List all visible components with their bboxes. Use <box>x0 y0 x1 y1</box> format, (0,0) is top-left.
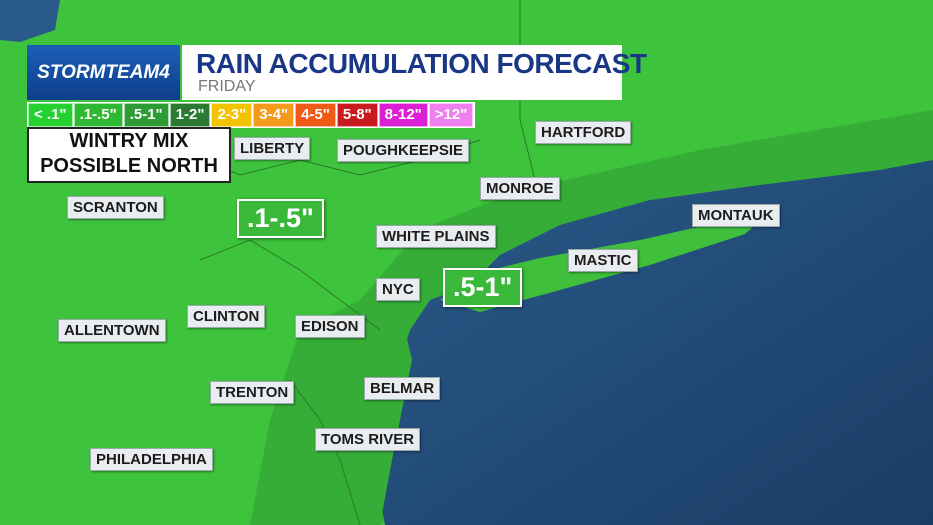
city-label: WHITE PLAINS <box>376 225 496 248</box>
boundaries <box>199 239 381 331</box>
city-label: TOMS RIVER <box>315 428 421 451</box>
legend-item: < .1" <box>28 103 73 127</box>
city-label: TRENTON <box>210 381 295 404</box>
city-label: MONROE <box>480 177 560 200</box>
legend-item: 2-3" <box>211 103 253 127</box>
legend-item: 8-12" <box>378 103 428 127</box>
legend-item: .5-1" <box>123 103 169 127</box>
note-line: WINTRY MIX <box>69 130 189 152</box>
note-line: POSSIBLE NORTH <box>40 155 218 177</box>
subtitle: FRIDAY <box>198 78 256 95</box>
city-label: SCRANTON <box>67 196 164 219</box>
legend-item: 5-8" <box>336 103 378 127</box>
legend: < .1" .1-.5" .5-1" 1-2" 2-3" 3-4" 4-5" 5-8" 8-12… <box>27 102 476 128</box>
city-label: POUGHKEEPSIE <box>337 139 470 162</box>
legend-item: 1-2" <box>169 103 211 127</box>
region-label: .1-.5" <box>237 199 324 238</box>
title-box: RAIN ACCUMULATION FORECAST FRIDAY <box>182 45 647 100</box>
city-label: MASTIC <box>568 249 638 272</box>
city-label: ALLENTOWN <box>58 319 166 342</box>
city-label: CLINTON <box>187 305 266 328</box>
boundaries <box>519 0 541 201</box>
note: WINTRY MIX POSSIBLE NORTH <box>27 127 231 183</box>
city-label: BELMAR <box>364 377 441 400</box>
city-label: EDISON <box>295 315 365 338</box>
region-label: .5-1" <box>443 268 523 307</box>
logo: STORMTEAM4 <box>27 45 180 100</box>
legend-item: 3-4" <box>253 103 295 127</box>
city-label: MONTAUK <box>692 204 780 227</box>
legend-item: .1-.5" <box>73 103 123 127</box>
city-label: HARTFORD <box>535 121 632 144</box>
legend-item: 4-5" <box>295 103 336 127</box>
city-label: LIBERTY <box>234 137 311 160</box>
lake <box>0 0 60 42</box>
city-label: NYC <box>376 278 420 301</box>
city-label: PHILADELPHIA <box>90 448 213 471</box>
legend-item: >12" <box>428 103 474 127</box>
ocean <box>375 160 933 525</box>
title: RAIN ACCUMULATION FORECAST <box>196 48 647 79</box>
